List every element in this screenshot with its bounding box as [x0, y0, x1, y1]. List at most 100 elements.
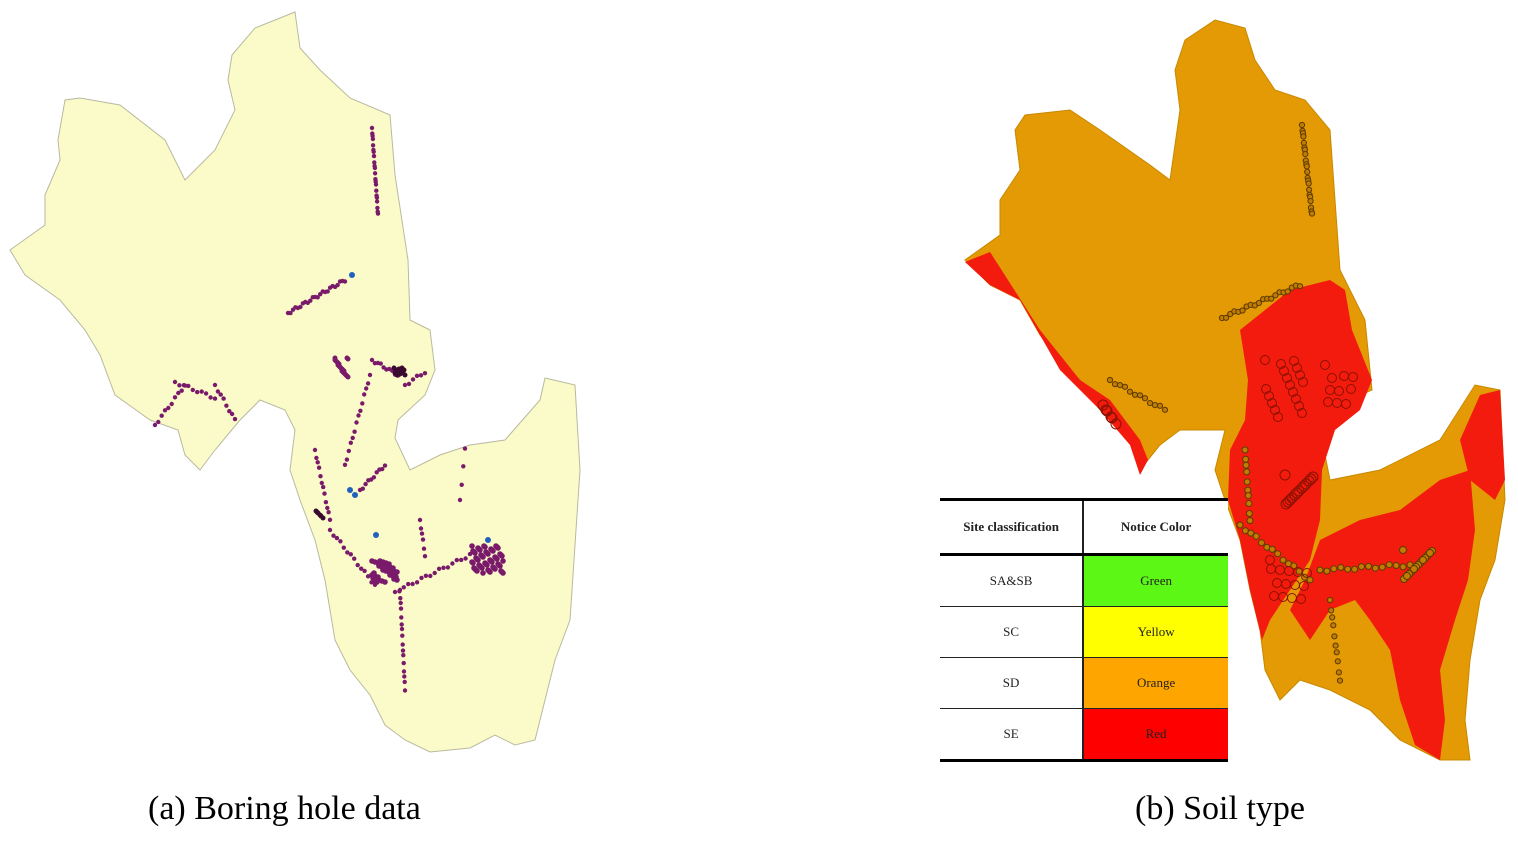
boring-point [323, 500, 329, 505]
boring-point [1141, 395, 1149, 402]
boring-point [1247, 529, 1255, 537]
boring-point [1131, 391, 1139, 398]
boring-point [421, 546, 427, 551]
boring-point [392, 589, 398, 595]
boring-point [498, 568, 504, 574]
boring-point [199, 389, 204, 394]
boring-point [401, 585, 406, 590]
boring-point [362, 568, 367, 574]
boring-point [1280, 498, 1292, 510]
soil-zone-east [1460, 390, 1505, 500]
boring-point [445, 565, 451, 570]
boring-point [1316, 566, 1324, 574]
boring-point [1121, 383, 1129, 390]
boring-point [401, 367, 407, 373]
boring-point [1246, 517, 1254, 525]
soil-se-zones [965, 252, 1505, 760]
boring-point [1292, 363, 1302, 373]
boring-point [370, 136, 376, 142]
boring-point [1241, 446, 1249, 454]
boring-point [288, 310, 293, 316]
boring-point [1346, 384, 1356, 394]
boring-point [325, 505, 330, 511]
boring-point [1329, 614, 1336, 621]
legend-class: SA&SB [940, 554, 1085, 607]
boring-point [172, 379, 178, 385]
boring-point [169, 401, 174, 407]
boring-point [400, 642, 405, 647]
boring-point [1272, 292, 1279, 299]
boring-point [1305, 180, 1312, 187]
legend-class: SD [940, 657, 1085, 709]
boring-point [459, 482, 464, 487]
boring-point [441, 565, 446, 570]
boring-point [355, 562, 360, 568]
boring-point [401, 653, 406, 658]
boring-point [1266, 564, 1276, 574]
boring-point [325, 289, 330, 294]
boring-point [374, 199, 380, 204]
boring-point [1326, 596, 1334, 604]
boring-point [322, 491, 327, 496]
boring-point [190, 387, 195, 393]
boring-point [461, 464, 466, 469]
boring-point [481, 543, 487, 549]
legend-color-green: Green [1083, 554, 1228, 607]
boring-point [346, 448, 351, 454]
boring-point [1243, 478, 1251, 486]
boring-point [1385, 561, 1393, 569]
boring-point [398, 606, 404, 611]
boring-point [402, 679, 407, 685]
legend-row: SC Yellow [940, 606, 1228, 658]
boring-point [371, 475, 377, 480]
boring-point [423, 573, 429, 578]
boring-point [414, 580, 420, 585]
boring-point [1242, 461, 1250, 469]
boring-point [1245, 500, 1253, 507]
boring-point [1323, 397, 1333, 407]
boring-point [208, 395, 213, 400]
boring-point [1151, 402, 1159, 409]
boring-point [356, 413, 361, 418]
boring-point [1378, 563, 1386, 571]
boring-point [308, 298, 313, 303]
boring-point [382, 579, 388, 585]
boring-points-layer [152, 125, 506, 693]
boring-point [350, 435, 355, 441]
boring-point [373, 182, 379, 187]
boring-point [1268, 545, 1276, 553]
boring-point [500, 558, 506, 564]
boring-point [365, 574, 371, 579]
boring-point [497, 551, 503, 557]
boring-point [215, 389, 221, 394]
boring-point [473, 555, 479, 561]
boring-point [402, 382, 408, 388]
boring-point [334, 535, 340, 541]
boring-point [390, 565, 396, 571]
soil-zone-west [965, 252, 1148, 475]
soil-points-layer [1097, 121, 1436, 684]
boring-point [1260, 355, 1270, 365]
boring-point [1320, 360, 1330, 370]
boring-point [1244, 492, 1252, 500]
boring-point [354, 420, 359, 425]
boring-point [1358, 563, 1365, 571]
boring-point [378, 361, 383, 366]
boring-point [1306, 186, 1313, 193]
boring-point [352, 556, 357, 561]
boring-point [459, 557, 464, 563]
boring-point [1335, 669, 1343, 676]
boring-point [1344, 565, 1352, 573]
boring-point [418, 373, 424, 378]
boring-point [1161, 406, 1169, 413]
boring-point [417, 517, 423, 523]
boring-point [327, 517, 333, 522]
boring-point [493, 543, 499, 549]
boring-point [470, 548, 476, 554]
boring-point [1403, 572, 1411, 580]
boring-point [371, 149, 376, 154]
boring-point [369, 125, 375, 131]
boring-point [476, 562, 482, 568]
boring-point [1236, 521, 1244, 529]
